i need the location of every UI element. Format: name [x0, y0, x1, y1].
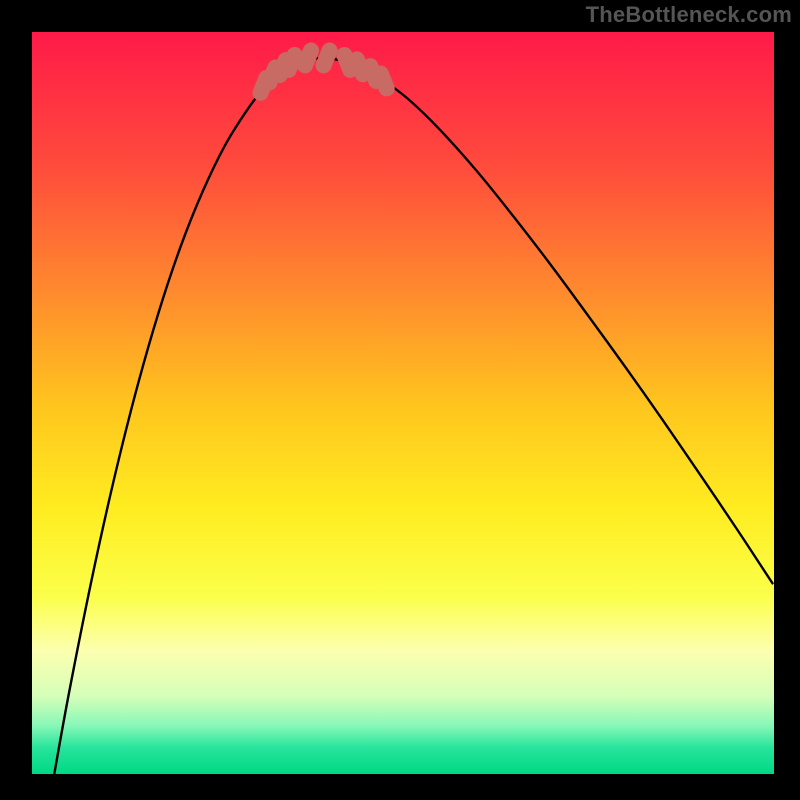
watermark-text: TheBottleneck.com	[586, 2, 792, 28]
gradient-background	[32, 32, 774, 774]
bottleneck-chart	[32, 32, 774, 774]
chart-frame: TheBottleneck.com	[0, 0, 800, 800]
